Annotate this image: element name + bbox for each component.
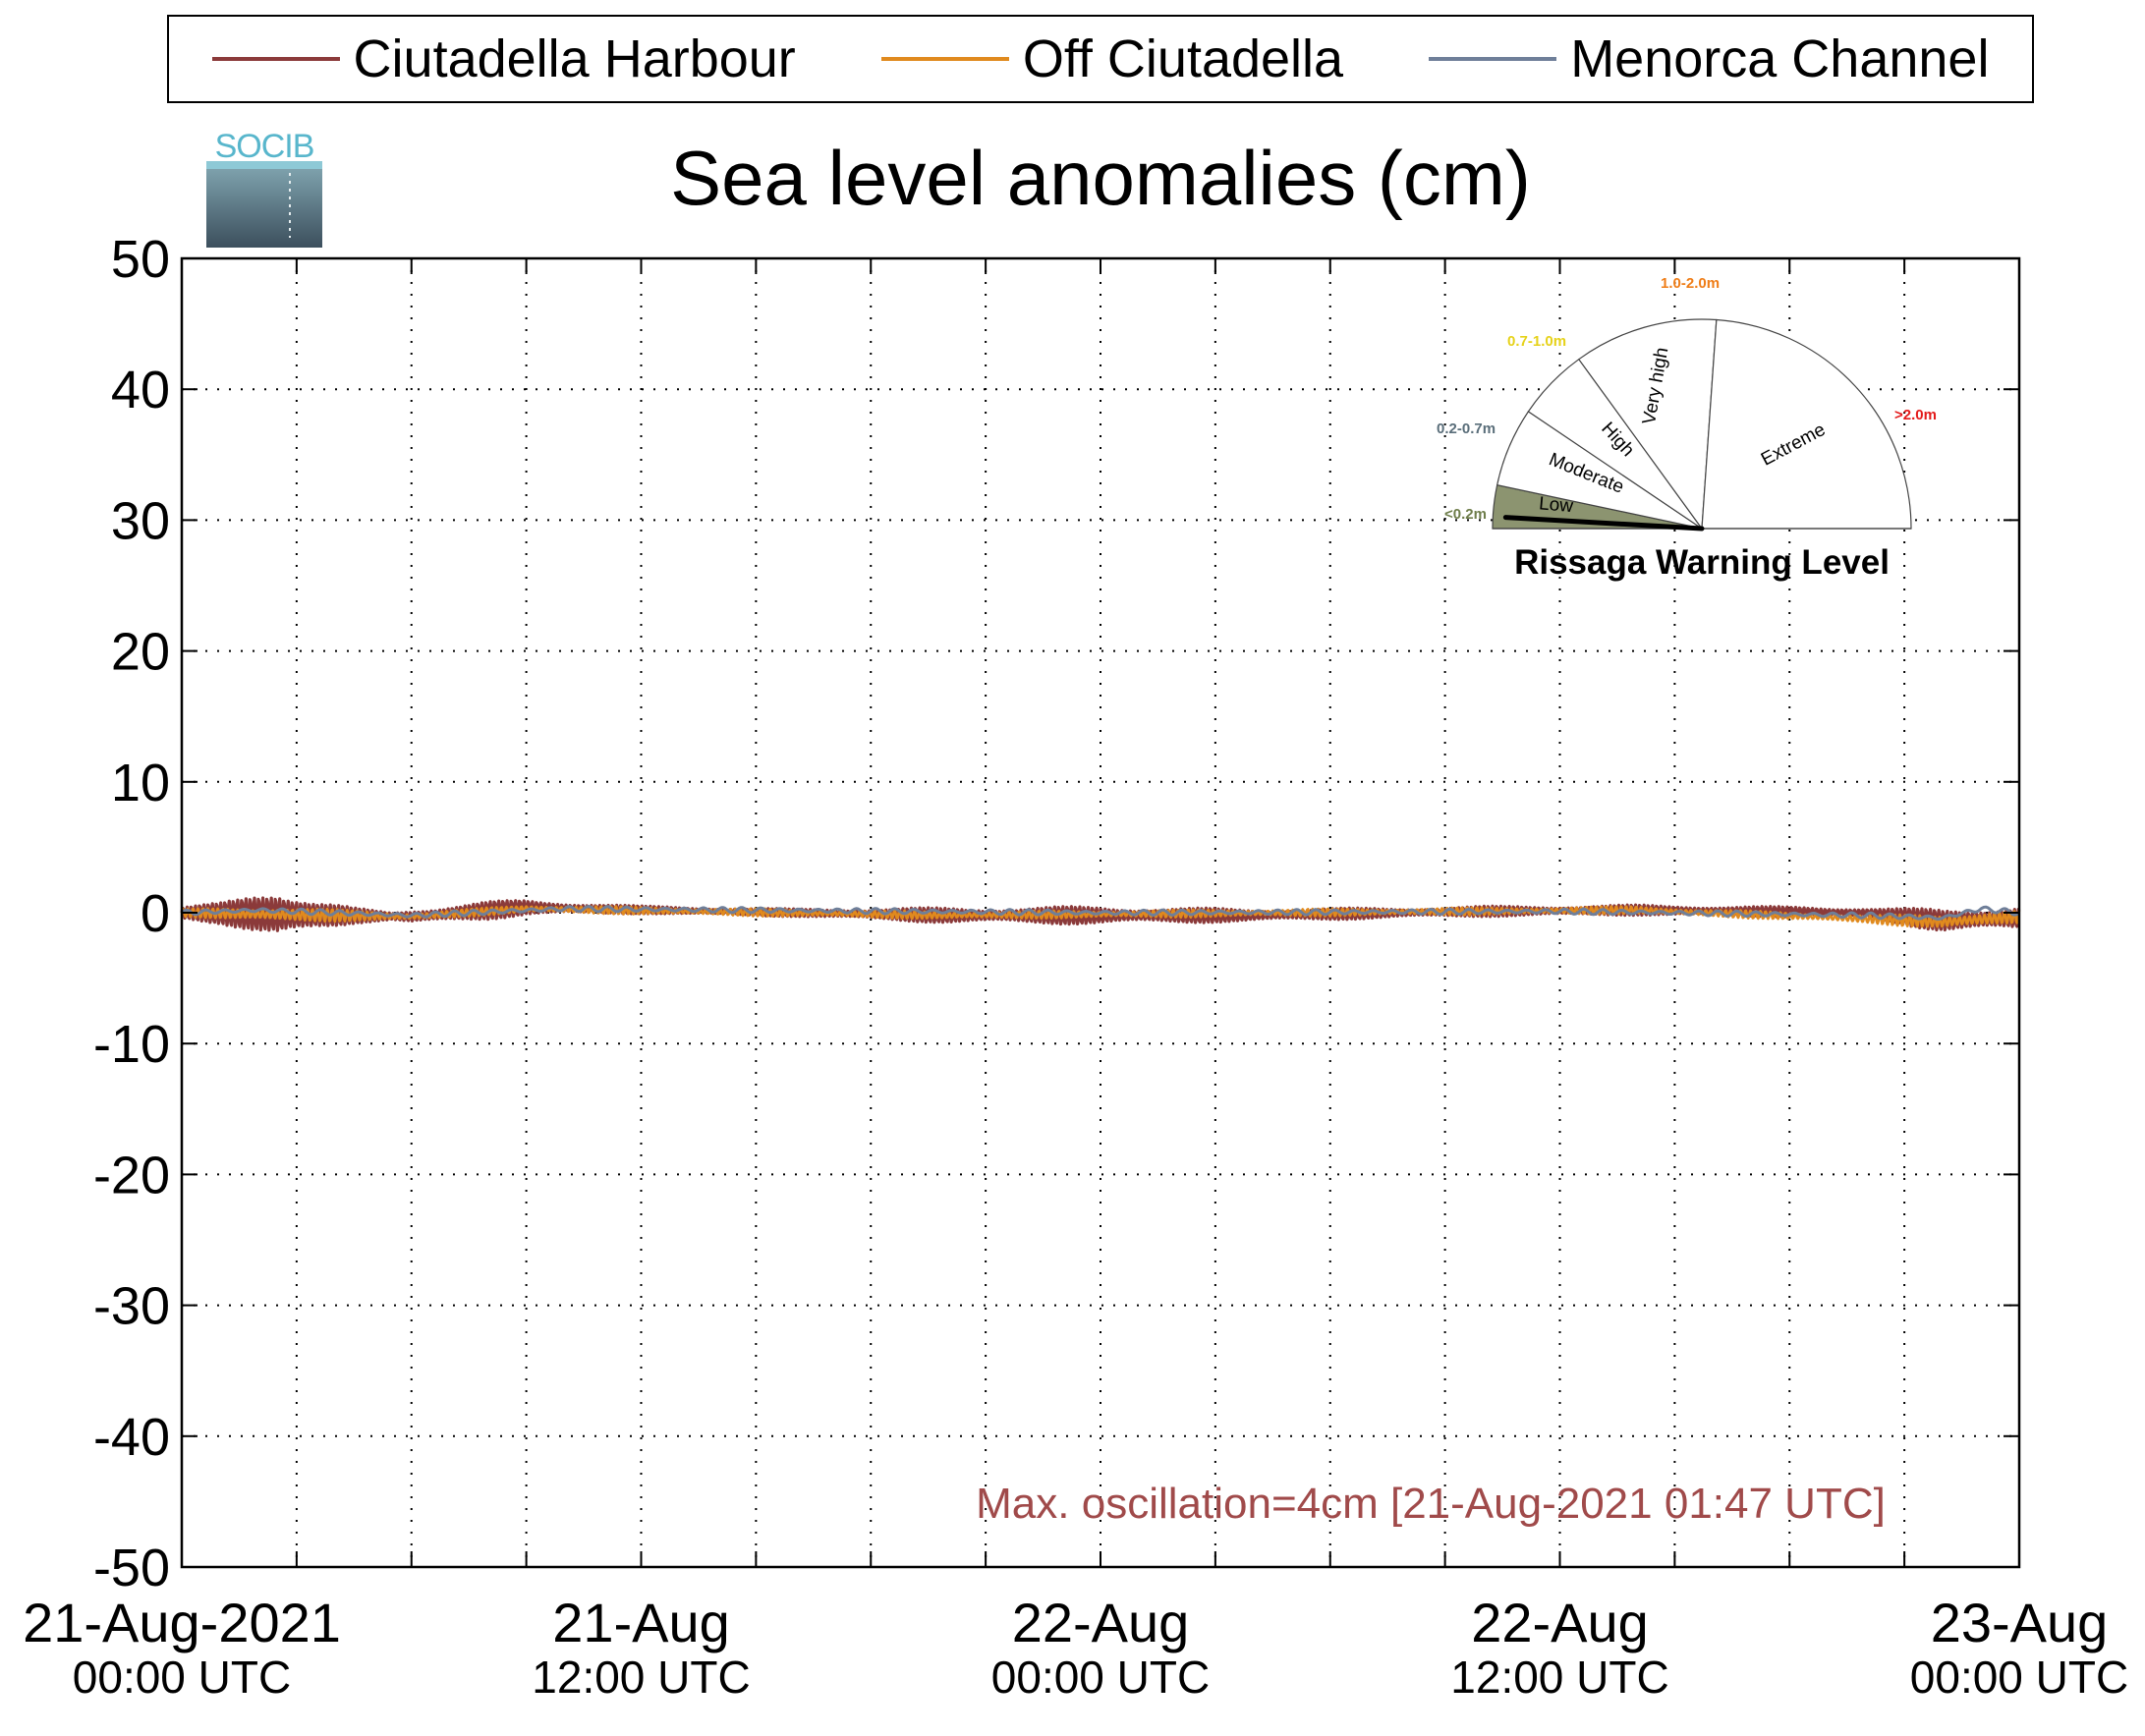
legend-label: Menorca Channel <box>1570 29 1990 88</box>
legend-swatch-ciutadella-harbour <box>211 57 340 61</box>
x-tick-label-date: 21-Aug <box>552 1592 730 1653</box>
ticks-layer <box>181 257 2020 1568</box>
x-tick-label-time: 12:00 UTC <box>532 1652 750 1703</box>
y-tick-label: -20 <box>93 1146 170 1204</box>
gauge-title: Rissaga Warning Level <box>1514 543 1890 582</box>
y-tick-label: 20 <box>111 623 170 682</box>
gauge-range-label: >2.0m <box>1894 407 1937 423</box>
y-tick-label: -10 <box>93 1015 170 1074</box>
socib-logo-text: SOCIB <box>215 130 314 165</box>
x-tick-label-date: 23-Aug <box>1931 1592 2109 1653</box>
chart-title: Sea level anomalies (cm) <box>670 135 1531 221</box>
gauge-range-label: <0.2m <box>1444 506 1487 523</box>
gauge-sector-very-high <box>1577 318 1718 531</box>
gauge-range-label: 1.0-2.0m <box>1661 275 1720 292</box>
gauge-range-label: 0.7-1.0m <box>1507 333 1566 350</box>
x-tick-label-time: 00:00 UTC <box>73 1652 291 1703</box>
legend-item-menorca-channel: Menorca Channel <box>1429 28 1989 89</box>
legend-swatch-off-ciutadella <box>880 57 1009 61</box>
y-tick-label: -40 <box>93 1408 170 1467</box>
socib-logo: SOCIB <box>206 128 322 248</box>
x-tick-label-time: 00:00 UTC <box>991 1652 1210 1703</box>
y-tick-label: 40 <box>111 361 170 420</box>
max-oscillation-annotation: Max. oscillation=4cm [21-Aug-2021 01:47 … <box>976 1480 1886 1528</box>
y-tick-labels: 50 40 30 20 10 0 -10 -20 -30 -40 -50 <box>93 230 170 1597</box>
x-tick-label-time: 00:00 UTC <box>1910 1652 2128 1703</box>
series-layer <box>180 896 2021 932</box>
y-tick-label: 0 <box>141 884 170 943</box>
y-tick-label: 10 <box>111 754 170 812</box>
x-tick-label-date: 22-Aug <box>1012 1592 1190 1653</box>
x-tick-label-date: 21-Aug-2021 <box>23 1592 341 1653</box>
x-tick-label-time: 12:00 UTC <box>1450 1652 1668 1703</box>
legend: Ciutadella Harbour Off Ciutadella Menorc… <box>167 15 2034 103</box>
y-tick-label: 50 <box>111 230 170 289</box>
gauge-sector-extreme <box>1701 318 1912 530</box>
legend-label: Off Ciutadella <box>1022 29 1344 88</box>
gauge-sector-label: Low <box>1538 493 1574 517</box>
y-tick-label: 30 <box>111 491 170 550</box>
legend-item-off-ciutadella: Off Ciutadella <box>880 28 1344 89</box>
gauge-needle <box>1502 515 1705 532</box>
series-line-menorca-channel <box>181 905 2020 921</box>
legend-swatch-menorca-channel <box>1429 57 1557 61</box>
legend-item-ciutadella-harbour: Ciutadella Harbour <box>211 28 796 89</box>
y-tick-label: -50 <box>93 1539 170 1597</box>
y-tick-label: -30 <box>93 1277 170 1336</box>
gauge-range-label: 0.2-0.7m <box>1437 420 1496 437</box>
x-tick-label-date: 22-Aug <box>1471 1592 1649 1653</box>
legend-label: Ciutadella Harbour <box>353 29 796 88</box>
